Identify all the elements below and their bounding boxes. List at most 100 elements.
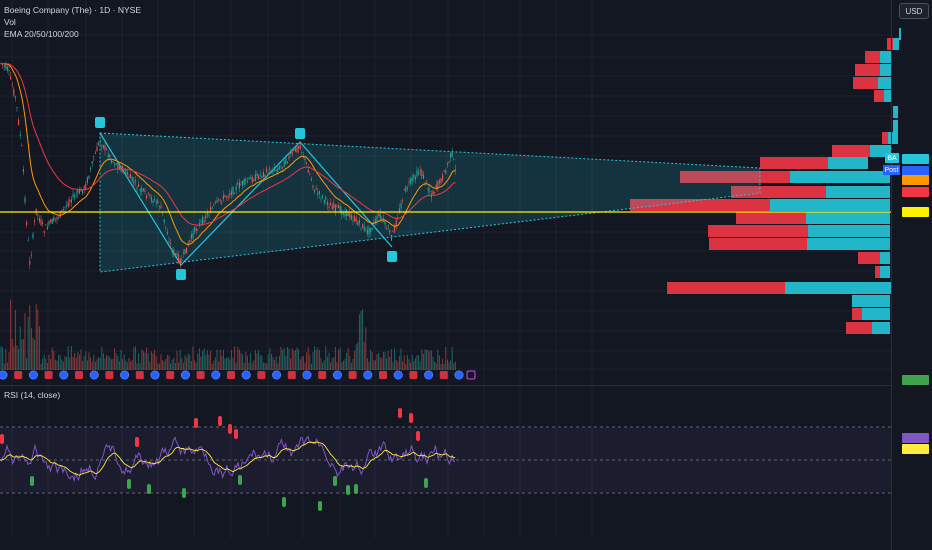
volume-bar — [78, 354, 80, 370]
candle-body — [93, 159, 95, 161]
candle-body — [290, 152, 292, 155]
candle-body — [384, 220, 386, 225]
volume-legend[interactable]: Vol — [4, 17, 16, 27]
volume-bar — [146, 347, 148, 370]
candle-body — [51, 218, 53, 225]
profile-sell-bar — [760, 157, 828, 169]
candle-body — [261, 175, 263, 177]
volume-bar — [411, 354, 413, 370]
currency-button[interactable]: USD — [899, 3, 929, 19]
volume-bar — [355, 344, 357, 370]
rsi-value-tag — [902, 444, 929, 454]
candle-body — [408, 181, 410, 183]
candle-body — [296, 146, 298, 153]
volume-bar — [346, 352, 348, 370]
candle-body — [40, 219, 42, 225]
volume-bar — [197, 353, 199, 370]
candle-body — [142, 188, 144, 191]
profile-buy-bar — [826, 186, 890, 198]
rsi-bull-signal — [147, 484, 151, 494]
candle-body — [362, 224, 364, 228]
rsi-bear-signal — [398, 408, 402, 418]
candle-body — [194, 227, 196, 233]
volume-bar — [338, 349, 340, 370]
candle-body — [19, 134, 21, 136]
profile-sell-bar — [731, 186, 826, 198]
earnings-flag-icon — [439, 371, 448, 379]
candle-body — [270, 172, 272, 174]
candle-body — [77, 190, 79, 193]
price-tag-4 — [902, 207, 929, 217]
symbol-title[interactable]: Boeing Company (The) · 1D · NYSE — [4, 5, 141, 15]
volume-bar — [2, 347, 4, 370]
candle-body — [320, 198, 322, 200]
candle-body — [394, 225, 396, 232]
volume-bar — [405, 363, 407, 370]
candle-body — [411, 177, 413, 182]
candle-body — [238, 182, 240, 189]
candle-body — [70, 199, 72, 203]
volume-bar — [42, 358, 44, 370]
candle-body — [134, 180, 136, 182]
candle-body — [330, 203, 332, 206]
candle-body — [82, 190, 84, 194]
volume-bar — [350, 363, 352, 370]
earnings-flag-icon — [379, 371, 387, 379]
candle-body — [208, 214, 210, 216]
abcd-pattern — [99, 132, 761, 273]
candle-body — [115, 163, 117, 165]
ema-legend[interactable]: EMA 20/50/100/200 — [4, 29, 79, 39]
candle-body — [0, 62, 2, 64]
candle-body — [371, 228, 373, 230]
candle-body — [29, 260, 31, 265]
candle-body — [358, 219, 360, 224]
triangle-zone — [99, 132, 761, 273]
rsi-bull-signal — [318, 501, 322, 511]
candle-body — [189, 239, 191, 242]
candle-body — [314, 189, 316, 192]
rsi-bull-signal — [127, 479, 131, 489]
rsi-bear-signal — [228, 424, 232, 434]
candle-body — [301, 151, 303, 153]
candle-body — [398, 208, 400, 212]
volume-bar — [406, 355, 408, 370]
volume-bar — [40, 363, 42, 370]
volume-bar — [64, 356, 66, 370]
candle-body — [226, 196, 228, 198]
volume-bar — [144, 352, 146, 370]
pane-separator[interactable] — [0, 385, 892, 386]
candle-body — [26, 222, 28, 226]
volume-bar — [216, 349, 218, 370]
candle-body — [150, 197, 152, 202]
pattern-point-c — [295, 128, 305, 139]
volume-bar — [38, 326, 40, 370]
profile-buy-bar — [878, 77, 891, 89]
candle-body — [122, 166, 124, 169]
volume-bar — [262, 362, 264, 370]
volume-bar — [430, 350, 432, 370]
dividend-icon — [211, 370, 221, 380]
rsi-legend[interactable]: RSI (14, close) — [4, 390, 61, 400]
volume-bar — [194, 360, 196, 370]
volume-bar — [19, 326, 21, 370]
volume-bar — [163, 361, 165, 370]
candle-body — [243, 178, 245, 185]
volume-bar — [398, 355, 400, 370]
profile-sell-bar — [852, 308, 862, 320]
candle-body — [205, 215, 207, 219]
volume-bar — [186, 357, 188, 370]
volume-bar — [325, 346, 327, 370]
candle-body — [440, 178, 442, 184]
candle-body — [306, 162, 308, 164]
candle-body — [331, 205, 333, 210]
volume-bar — [34, 339, 36, 370]
candle-body — [325, 196, 327, 200]
candle-body — [318, 190, 320, 194]
candle-body — [366, 229, 368, 234]
candle-body — [357, 222, 359, 226]
candle-body — [166, 232, 168, 235]
volume-bar — [0, 346, 2, 370]
volume-bar — [24, 312, 26, 370]
candle-body — [352, 219, 354, 221]
